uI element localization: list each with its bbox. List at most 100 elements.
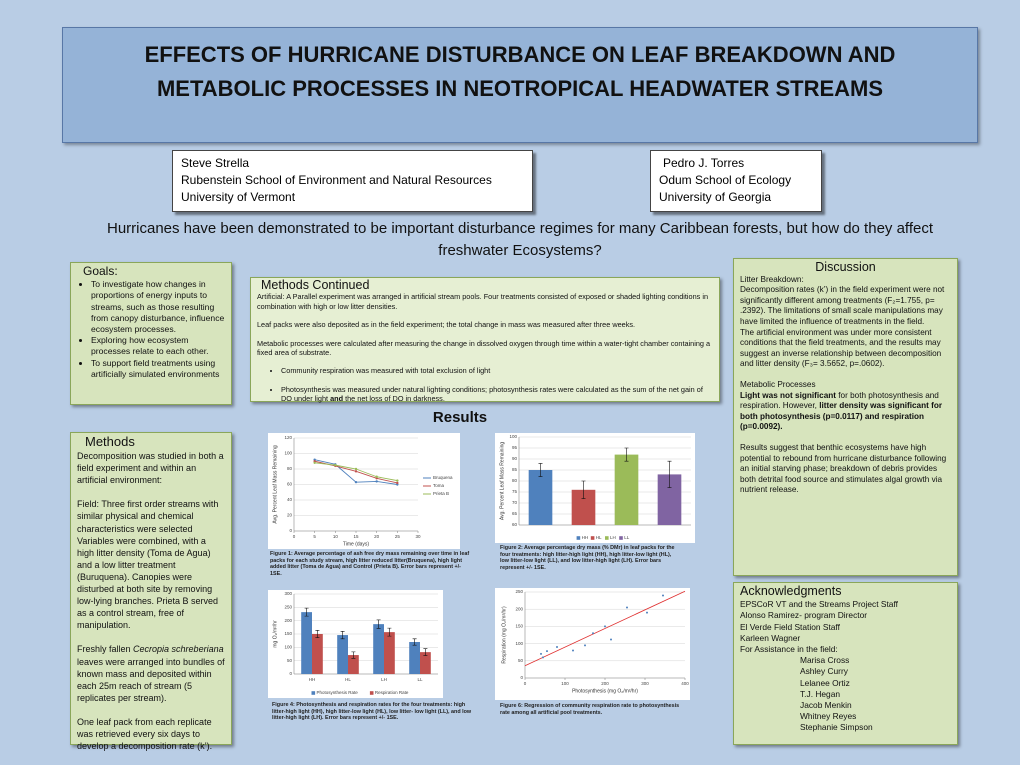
data-point: [662, 594, 664, 597]
chart: 0 20 40 60 80 100 120 0 5 10 15 20 25 30 Time (days) Av…: [268, 433, 460, 549]
x-tick-label: 25: [395, 534, 401, 539]
data-point: [375, 475, 378, 478]
data-point: [556, 646, 558, 649]
x-tick-label: LL: [417, 677, 423, 682]
ack-line: EPSCoR VT and the Streams Project Staff: [740, 599, 898, 610]
data-point: [610, 638, 612, 641]
x-axis-label: Time (days): [343, 541, 370, 547]
author-box: Pedro J. Torres Odum School of Ecology U…: [650, 150, 822, 212]
paragraph: Artificial: A Parallel experiment was ar…: [257, 292, 709, 311]
data-point: [375, 480, 378, 483]
legend-label: Prieta B: [433, 491, 449, 496]
error-bar: [667, 460, 672, 488]
data-point: [542, 656, 544, 659]
y-axis-label: mg O₂/m²/hr: [272, 620, 278, 648]
y-tick-label: 100: [515, 641, 523, 646]
y-tick-label: 70: [512, 500, 518, 505]
legend-swatch: [311, 691, 316, 695]
y-tick-label: 40: [287, 497, 293, 502]
y-tick-label: 60: [512, 522, 518, 527]
paragraph: Field: Three first order streams with si…: [77, 499, 219, 631]
bar: [312, 634, 323, 674]
legend-swatch: [605, 536, 609, 540]
x-tick-label: 15: [353, 534, 359, 539]
bar: [571, 489, 596, 525]
bar: [528, 470, 553, 525]
error-bar: [304, 607, 309, 617]
legend-swatch: [590, 536, 595, 540]
data-point: [354, 480, 358, 484]
heading: Discussion: [815, 260, 876, 274]
y-tick-label: 200: [515, 606, 523, 611]
ack-name: Ashley Curry: [800, 666, 848, 677]
error-bar: [423, 648, 428, 656]
results-heading: Results: [432, 409, 488, 426]
text-run: Freshly fallen: [77, 644, 134, 655]
error-bar: [581, 480, 586, 499]
y-tick-label: 75: [512, 489, 518, 494]
ack-name: Lelanee Ortiz: [800, 677, 850, 688]
chart: 0 50 100 150 200 250 0 100 200 300 400 Photosynthes…: [495, 588, 690, 700]
heading: Methods: [85, 434, 135, 449]
text-run: and: [330, 394, 344, 404]
error-bar: [387, 627, 392, 637]
affiliation: Rubenstein School of Environment and Nat…: [181, 173, 492, 187]
ack-name: Whitney Reyes: [800, 711, 857, 722]
error-bar: [351, 651, 356, 659]
x-tick-label: 400: [681, 681, 689, 686]
bar: [657, 474, 682, 525]
figure-caption: Figure 2: Average percentage dry mass (%…: [500, 545, 675, 571]
legend-label: LH: [610, 535, 616, 540]
paragraph: One leaf pack from each replicate was re…: [77, 716, 213, 752]
heading: Goals:: [83, 264, 118, 278]
x-tick-label: 300: [641, 681, 649, 686]
affiliation: Odum School of Ecology: [659, 173, 792, 187]
x-tick-label: HL: [345, 677, 351, 682]
paragraph: Decomposition rates (k’) in the field ex…: [740, 285, 945, 326]
ack-name: Marisa Cross: [800, 655, 850, 666]
methods-panel: Methods Decomposition was studied in bot…: [70, 432, 232, 751]
paragraph: Leaf packs were also deposited as in the…: [257, 320, 636, 330]
bar: [348, 655, 359, 674]
bar: [614, 454, 639, 525]
ack-line: Karleen Wagner: [740, 632, 801, 643]
x-tick-label: 5: [313, 534, 316, 539]
y-tick-label: 120: [284, 435, 292, 440]
y-tick-label: 50: [518, 658, 524, 663]
chart: 0 50 100 150 200 250 300 mg O₂/m²/hr HH HL LH LL Pho…: [268, 590, 443, 698]
author-name: Steve Strella: [181, 156, 250, 170]
bar: [384, 632, 395, 674]
heading: Methods Continued: [261, 278, 370, 292]
y-tick-label: 0: [520, 675, 523, 680]
x-tick-label: 30: [415, 534, 421, 539]
affiliation: University of Georgia: [659, 190, 772, 204]
data-point: [572, 649, 574, 652]
y-tick-label: 65: [512, 511, 518, 516]
error-bar: [624, 447, 629, 462]
text-run: Light was not significant: [740, 390, 836, 400]
legend-label: Respiration Rate: [375, 690, 409, 695]
data-point: [354, 470, 358, 473]
ack-line: El Verde Field Station Staff: [740, 621, 840, 632]
chart: 60 65 70 75 80 85 90 95 100 Avg. Percent Leaf Mas…: [495, 433, 695, 543]
author-box: Steve Strella Rubenstein School of Envir…: [172, 150, 533, 212]
legend-swatch: [576, 536, 581, 540]
y-tick-label: 60: [287, 482, 293, 487]
x-tick-label: 10: [333, 534, 339, 539]
paragraph: The artificial environment was under mor…: [740, 327, 942, 369]
text-run: leaves were arranged into bundles of kno…: [77, 656, 225, 703]
data-point: [546, 650, 548, 653]
text-run: the net loss of DO in darkness.: [343, 394, 445, 404]
title-line: METABOLIC PROCESSES IN NEOTROPICAL HEADW…: [156, 76, 884, 101]
text-run: Cecropia schreberiana: [133, 644, 224, 655]
data-point: [592, 632, 594, 635]
error-bar: [376, 619, 381, 629]
y-tick-label: 80: [287, 466, 293, 471]
data-point: [313, 461, 316, 464]
data-point: [396, 481, 399, 485]
legend-swatch: [369, 691, 374, 695]
goal-item: To investigate how changes in proportion…: [91, 279, 225, 335]
data-point: [334, 463, 337, 467]
y-tick-label: 85: [512, 467, 518, 472]
legend-label: HL: [596, 535, 602, 540]
